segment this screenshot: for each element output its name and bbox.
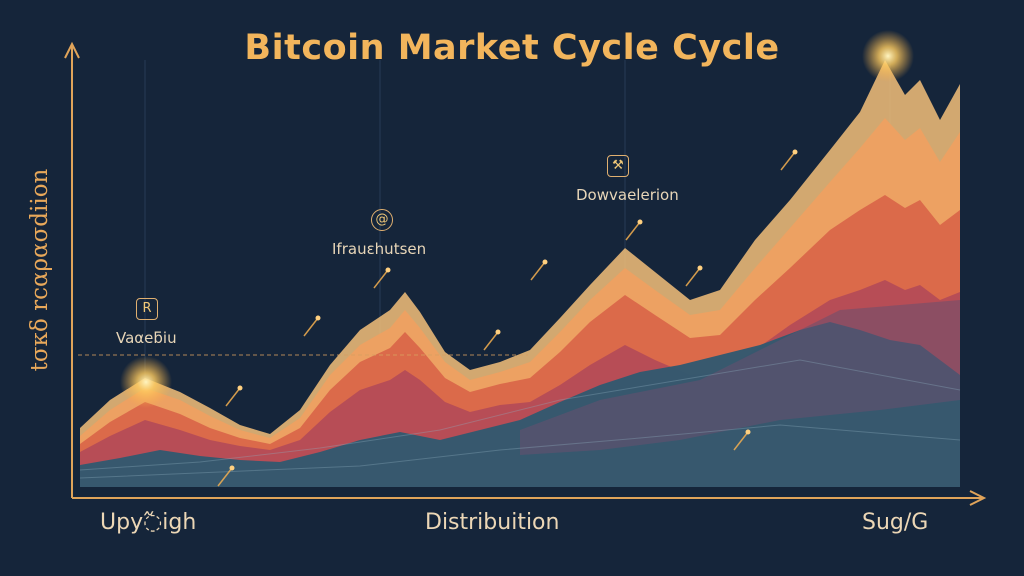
annotation-label-2: Ifrauεhutsen bbox=[332, 240, 427, 258]
peak-glow-2 bbox=[862, 30, 914, 82]
spark-8 bbox=[780, 149, 798, 171]
annotation-label-3: Dowvaelerion bbox=[576, 186, 679, 204]
contour-line-2 bbox=[79, 424, 961, 479]
x-phase-label-1: Upy߬igh bbox=[100, 510, 197, 535]
chart-title: Bitcoin Market Cycle Cycle bbox=[244, 28, 780, 68]
annotation-icon-3: ⚒ bbox=[607, 155, 629, 177]
x-phase-label-3: Sug/G bbox=[862, 510, 929, 535]
spark-10 bbox=[217, 465, 235, 487]
spark-3 bbox=[373, 267, 391, 289]
spark-6 bbox=[625, 219, 643, 241]
x-phase-label-2: Distribuition bbox=[425, 510, 560, 535]
spark-2 bbox=[303, 315, 321, 337]
spark-9 bbox=[733, 429, 751, 451]
area-band-shadow bbox=[520, 300, 960, 455]
annotation-icon-2: @ bbox=[371, 209, 393, 231]
spark-5 bbox=[530, 259, 548, 281]
y-axis-arrow bbox=[64, 41, 80, 59]
peak-glow-1 bbox=[120, 356, 172, 408]
y-axis-label: tσκδ rcαρασdiion bbox=[27, 168, 53, 372]
x-axis-arrow bbox=[969, 490, 987, 506]
spark-1 bbox=[225, 385, 243, 407]
spark-4 bbox=[483, 329, 501, 351]
annotation-icon-1: R bbox=[136, 298, 158, 320]
spark-7 bbox=[685, 265, 703, 287]
contour-line-1 bbox=[79, 359, 961, 471]
annotation-label-1: Vaαeƃiu bbox=[116, 329, 177, 347]
